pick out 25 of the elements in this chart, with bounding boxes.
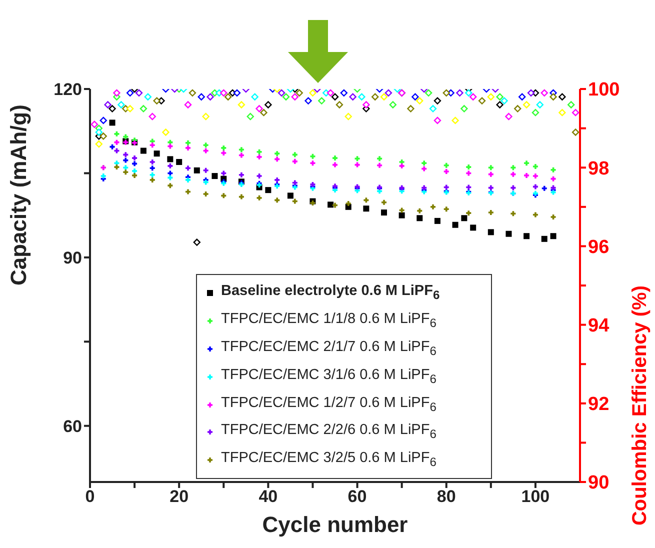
x-tick-label: 100: [521, 487, 550, 506]
legend-label: TFPC/EC/EMC 1/2/7 0.6 M LiPF$_{6}$: [221, 394, 436, 416]
y-tick-label: 60: [63, 416, 82, 436]
x-tick-label: 0: [85, 487, 95, 506]
legend-label: TFPC/EC/EMC 3/2/5 0.6 M LiPF$_{6}$: [221, 449, 436, 472]
y2-tick-label: 96: [588, 236, 610, 258]
x-tick-label: 60: [348, 487, 367, 506]
y2-tick-label: 100: [588, 80, 620, 101]
y2-tick-label: 92: [588, 394, 610, 416]
y2-tick-label: 98: [588, 158, 610, 180]
y-tick-label: 90: [63, 248, 82, 268]
y2-tick-label: 94: [588, 316, 610, 337]
legend-label: TFPC/EC/EMC 2/2/6 0.6 M LiPF$_{6}$: [221, 421, 436, 444]
x-tick-label: 40: [258, 487, 278, 506]
y-axis-title: Capacity (mAh/g): [6, 104, 31, 286]
legend-label: Baseline electrolyte 0.6 M LiPF$_{6}$: [221, 282, 440, 304]
x-tick-label: 80: [436, 487, 456, 506]
x-tick-label: 20: [170, 487, 189, 506]
legend-label: TFPC/EC/EMC 3/1/6 0.6 M LiPF$_{6}$: [221, 366, 436, 388]
legend-label: TFPC/EC/EMC 1/1/8 0.6 M LiPF$_{6}$: [221, 310, 436, 332]
y2-tick-label: 90: [588, 472, 610, 494]
x-axis-title: Cycle number: [262, 512, 408, 537]
y2-axis-title: Coulombic Efficiency (%): [629, 286, 652, 526]
legend-label: TFPC/EC/EMC 2/1/7 0.6 M LiPF$_{6}$: [221, 338, 436, 360]
y-tick-label: 120: [54, 80, 82, 100]
